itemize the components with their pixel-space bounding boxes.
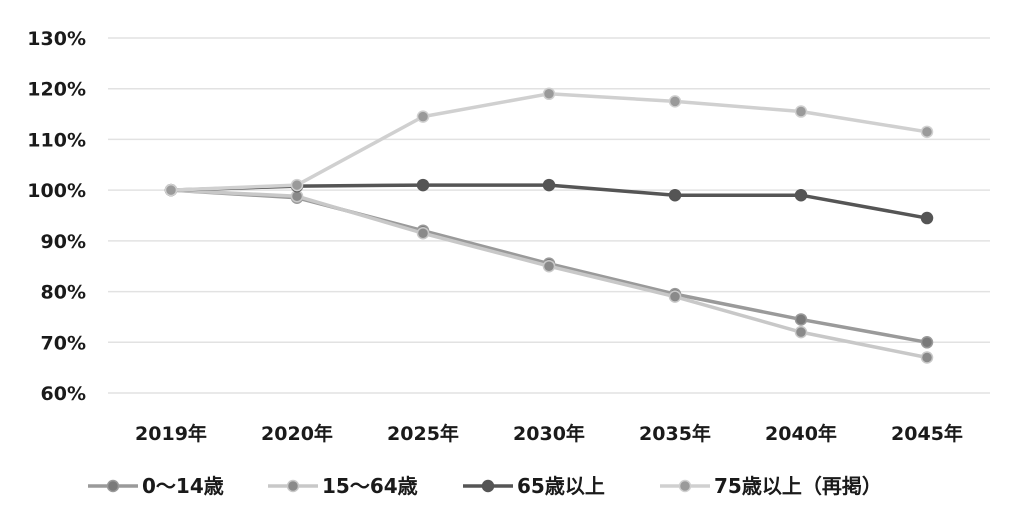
data-point: [794, 313, 808, 326]
legend-item: 65歳以上: [463, 474, 605, 498]
data-point: [290, 189, 304, 203]
legend-label: 0～14歳: [142, 474, 224, 498]
legend-swatch-marker: [678, 479, 692, 493]
data-point: [542, 178, 556, 192]
data-point: [668, 188, 682, 202]
data-point: [920, 336, 934, 349]
data-point: [920, 125, 934, 139]
y-tick-label: 90%: [41, 231, 86, 253]
data-point: [920, 211, 934, 225]
data-point: [794, 188, 808, 202]
x-tick-label: 2025年: [387, 422, 459, 445]
legend-label: 15～64歳: [322, 474, 418, 498]
legend-item: 75歳以上（再掲）: [660, 474, 882, 498]
series-line: [170, 92, 928, 192]
data-point: [794, 105, 808, 118]
legend-label: 65歳以上: [517, 474, 605, 498]
x-tick-label: 2035年: [639, 422, 711, 445]
legend-swatch-marker: [286, 479, 300, 493]
legend-item: 0～14歳: [88, 474, 224, 498]
data-point: [290, 178, 304, 192]
y-tick-label: 70%: [41, 332, 86, 354]
data-point: [920, 351, 934, 364]
legend-item: 15～64歳: [268, 474, 418, 498]
y-tick-label: 60%: [41, 383, 86, 405]
y-tick-label: 100%: [27, 180, 86, 202]
legend-swatch-marker: [106, 479, 120, 493]
x-tick-label: 2045年: [891, 422, 963, 445]
y-tick-label: 130%: [27, 28, 86, 50]
series-lines: [164, 87, 934, 364]
data-point: [794, 325, 808, 339]
data-point: [542, 87, 556, 101]
legend-label: 75歳以上（再掲）: [714, 474, 882, 498]
x-tick-label: 2030年: [513, 422, 585, 445]
data-point: [668, 95, 682, 108]
data-point: [416, 178, 430, 192]
data-point: [416, 110, 430, 123]
x-tick-label: 2020年: [261, 422, 333, 445]
data-point: [542, 259, 556, 273]
data-point: [668, 290, 682, 303]
x-tick-label: 2019年: [135, 422, 207, 445]
series-line: [170, 188, 928, 360]
data-point: [164, 183, 178, 197]
data-point: [416, 227, 430, 240]
y-tick-label: 120%: [27, 79, 86, 101]
series-3: [164, 87, 934, 197]
x-axis-ticks: 2019年 2020年 2025年 2030年 2035年 2040年 2045年: [135, 422, 963, 445]
legend: 0～14歳 15～64歳 65歳以上 75歳以上（再掲）: [88, 474, 882, 498]
x-tick-label: 2040年: [765, 422, 837, 445]
series-1: [164, 183, 934, 364]
legend-swatch-marker: [481, 479, 495, 493]
y-tick-label: 80%: [41, 282, 86, 304]
y-axis-ticks: 60% 70% 80% 90% 100% 110% 120% 130%: [27, 28, 86, 405]
y-tick-label: 110%: [27, 129, 86, 151]
